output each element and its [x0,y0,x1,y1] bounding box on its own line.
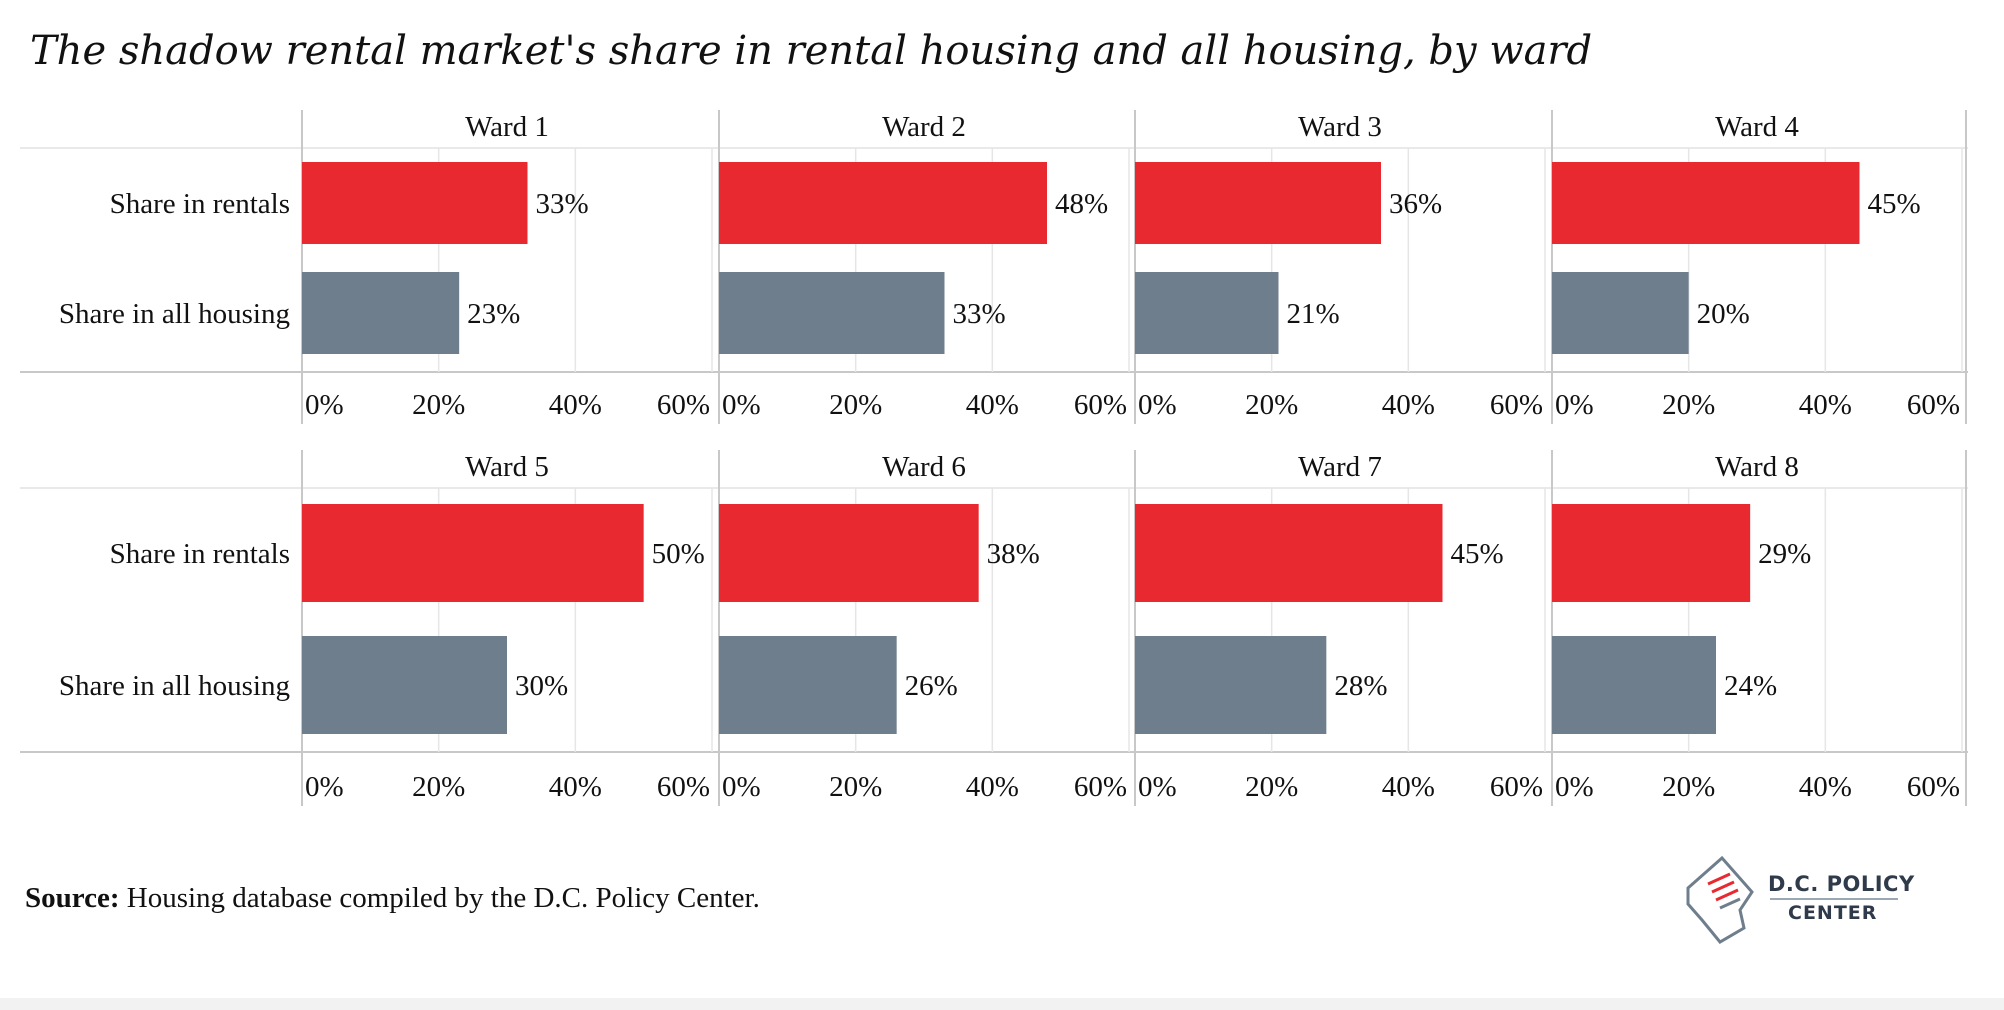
panel-title: Ward 5 [465,451,549,483]
source-note: Source: Housing database compiled by the… [25,882,760,915]
bar-rentals [302,162,528,244]
tick-label: 0% [305,771,344,803]
bar-all-housing [719,272,945,354]
tick-label: 60% [1490,771,1543,803]
data-label: 24% [1724,670,1777,702]
data-label: 30% [515,670,568,702]
tick-label: 40% [966,389,1019,421]
bar-all-housing [302,636,507,734]
panel-title: Ward 3 [1298,111,1382,143]
source-label: Source: [25,882,120,914]
data-label: 45% [1868,188,1921,220]
tick-label: 0% [305,389,344,421]
logo-divider [1770,898,1898,900]
tick-label: 40% [1382,771,1435,803]
tick-label: 40% [1799,771,1852,803]
tick-label: 60% [1074,389,1127,421]
panel-title: Ward 8 [1715,451,1799,483]
data-label: 48% [1055,188,1108,220]
tick-label: 60% [657,389,710,421]
panel-title: Ward 2 [882,111,966,143]
data-label: 50% [652,538,705,570]
panel-title: Ward 7 [1298,451,1382,483]
tick-label: 20% [412,771,465,803]
tick-label: 0% [1138,771,1177,803]
tick-label: 60% [1907,771,1960,803]
category-label: Share in all housing [59,298,290,330]
bar-all-housing [1135,636,1327,734]
data-label: 23% [467,298,520,330]
tick-label: 0% [1138,389,1177,421]
tick-label: 60% [657,771,710,803]
tick-label: 20% [412,389,465,421]
bar-rentals [1552,504,1751,602]
bar-all-housing [1552,272,1689,354]
source-text: Housing database compiled by the D.C. Po… [119,882,760,914]
tick-label: 60% [1907,389,1960,421]
bar-rentals [719,162,1047,244]
data-label: 28% [1334,670,1387,702]
data-label: 45% [1451,538,1504,570]
bar-all-housing [302,272,460,354]
bar-rentals [719,504,979,602]
tick-label: 20% [829,771,882,803]
bar-rentals [302,504,644,602]
tick-label: 20% [829,389,882,421]
bar-rentals [1135,162,1381,244]
bar-all-housing [1135,272,1279,354]
dc-policy-center-logo: D.C. POLICY CENTER [1680,852,1920,952]
bar-rentals [1552,162,1860,244]
tick-label: 40% [1382,389,1435,421]
panel-title: Ward 1 [465,111,549,143]
category-label: Share in rentals [110,538,290,570]
bar-rentals [1135,504,1443,602]
data-label: 21% [1287,298,1340,330]
data-label: 29% [1758,538,1811,570]
tick-label: 40% [966,771,1019,803]
bar-all-housing [719,636,897,734]
tick-label: 40% [549,389,602,421]
dc-map-icon [1686,855,1754,944]
bottom-strip [0,998,2004,1010]
data-label: 36% [1389,188,1442,220]
tick-label: 40% [549,771,602,803]
tick-label: 0% [1555,389,1594,421]
tick-label: 60% [1074,771,1127,803]
category-label: Share in rentals [110,188,290,220]
logo-text-line2: CENTER [1788,902,1878,924]
chart-title: The shadow rental market's share in rent… [30,28,1593,74]
data-label: 20% [1697,298,1750,330]
data-label: 33% [953,298,1006,330]
bar-all-housing [1552,636,1716,734]
data-label: 26% [905,670,958,702]
tick-label: 60% [1490,389,1543,421]
tick-label: 20% [1245,389,1298,421]
tick-label: 20% [1662,771,1715,803]
tick-label: 0% [1555,771,1594,803]
tick-label: 40% [1799,389,1852,421]
data-label: 38% [987,538,1040,570]
data-label: 33% [536,188,589,220]
panel-title: Ward 4 [1715,111,1799,143]
tick-label: 0% [722,771,761,803]
logo-text-line1: D.C. POLICY [1768,872,1915,896]
tick-label: 0% [722,389,761,421]
panel-title: Ward 6 [882,451,966,483]
tick-label: 20% [1245,771,1298,803]
category-label: Share in all housing [59,670,290,702]
tick-label: 20% [1662,389,1715,421]
